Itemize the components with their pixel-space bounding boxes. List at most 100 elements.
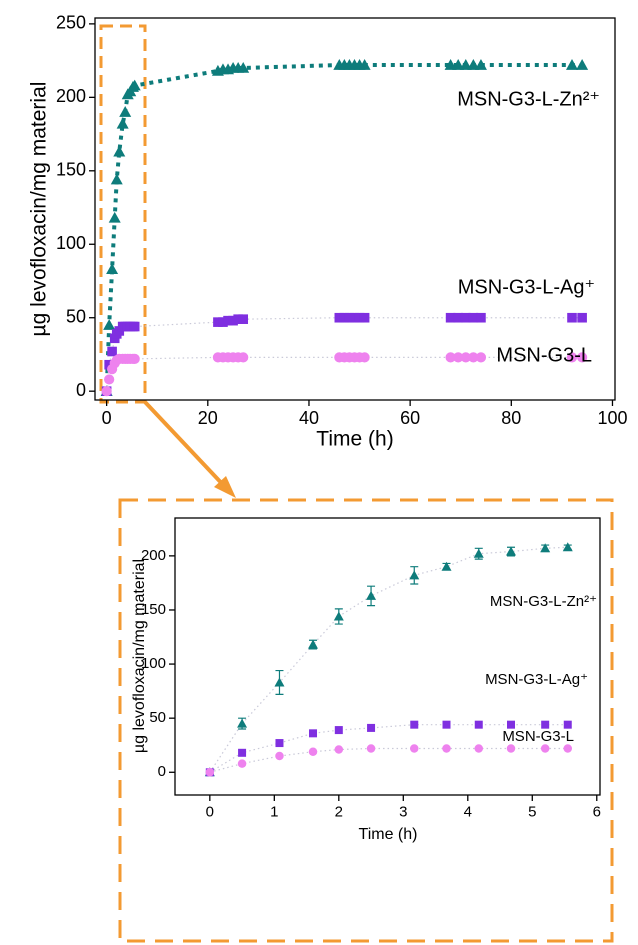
x-tick-label: 20 <box>198 408 218 428</box>
marker <box>566 352 578 363</box>
marker <box>106 263 119 275</box>
marker <box>359 312 370 323</box>
marker <box>275 739 284 748</box>
marker <box>567 312 577 323</box>
zoom-box <box>99 24 147 404</box>
marker <box>359 352 370 363</box>
marker <box>445 312 456 323</box>
x-tick-label: 60 <box>400 408 420 428</box>
series-label: MSN-G3-L-Ag⁺ <box>485 671 588 688</box>
y-axis-label: µg levofloxacin/mg material <box>28 82 51 337</box>
marker <box>110 173 123 185</box>
marker <box>563 744 573 753</box>
marker <box>473 548 484 558</box>
marker <box>540 543 551 553</box>
y-tick-label: 150 <box>141 601 166 618</box>
marker <box>566 59 579 70</box>
marker <box>409 570 420 580</box>
marker <box>475 352 487 363</box>
marker <box>467 59 480 70</box>
marker <box>562 542 573 552</box>
x-axis-label: Time (h) <box>359 826 418 843</box>
marker <box>453 352 464 363</box>
marker <box>445 352 456 363</box>
marker <box>410 720 419 729</box>
marker <box>116 117 129 129</box>
y-tick-label: 200 <box>56 86 86 106</box>
marker <box>238 314 249 324</box>
x-tick-label: 5 <box>528 803 536 820</box>
marker <box>358 59 371 70</box>
series-label: MSN-G3-L-Zn²⁺ <box>490 593 597 610</box>
marker <box>228 315 238 326</box>
marker <box>410 744 419 753</box>
marker <box>442 720 451 729</box>
series-line <box>104 63 583 392</box>
x-tick-label: 2 <box>335 803 343 820</box>
marker <box>507 720 516 729</box>
marker <box>237 718 248 728</box>
marker <box>128 79 141 91</box>
marker <box>129 353 140 364</box>
y-axis-label: µg levofloxacin/mg material <box>131 559 148 753</box>
marker <box>308 747 318 756</box>
marker <box>506 546 517 556</box>
marker <box>237 759 247 768</box>
marker <box>104 374 115 385</box>
marker <box>119 106 132 117</box>
marker <box>309 729 318 738</box>
marker <box>274 677 285 687</box>
marker <box>275 751 284 761</box>
marker <box>367 723 376 732</box>
x-tick-label: 0 <box>102 408 112 428</box>
marker <box>238 352 249 363</box>
x-tick-label: 4 <box>464 803 472 820</box>
marker <box>460 352 471 363</box>
marker <box>308 639 319 649</box>
marker <box>238 748 247 757</box>
x-tick-label: 1 <box>270 803 278 820</box>
marker <box>107 346 117 357</box>
marker <box>233 314 243 324</box>
marker <box>223 315 233 326</box>
marker <box>577 312 587 323</box>
marker <box>468 352 479 363</box>
marker <box>444 59 457 70</box>
series-line <box>209 546 568 773</box>
plot-frame <box>174 517 601 796</box>
series-label: MSN-G3-L <box>502 728 574 745</box>
series-label: MSN-G3-L <box>496 344 592 366</box>
marker <box>459 59 472 70</box>
marker <box>113 145 126 157</box>
marker <box>349 312 360 323</box>
marker <box>218 317 228 327</box>
marker <box>460 312 471 323</box>
x-tick-label: 100 <box>597 408 627 428</box>
marker <box>129 321 140 332</box>
marker <box>334 745 344 754</box>
y-tick-label: 100 <box>56 233 86 253</box>
series-line <box>209 724 568 773</box>
x-tick-label: 40 <box>299 408 319 428</box>
marker <box>213 317 223 327</box>
y-tick-label: 150 <box>56 160 86 180</box>
marker <box>442 744 451 753</box>
x-tick-label: 0 <box>206 803 214 820</box>
inset-frame <box>118 498 614 943</box>
marker <box>468 312 479 323</box>
x-tick-label: 6 <box>593 803 601 820</box>
y-tick-label: 50 <box>149 709 166 726</box>
marker <box>540 744 550 753</box>
marker <box>474 720 483 729</box>
marker <box>474 59 487 70</box>
marker <box>101 386 112 397</box>
marker <box>104 359 114 370</box>
marker <box>103 319 116 330</box>
y-tick-label: 50 <box>66 306 86 326</box>
marker <box>333 611 344 621</box>
marker <box>452 59 465 70</box>
marker <box>334 726 343 735</box>
plot-frame <box>94 17 616 401</box>
marker <box>476 312 486 323</box>
